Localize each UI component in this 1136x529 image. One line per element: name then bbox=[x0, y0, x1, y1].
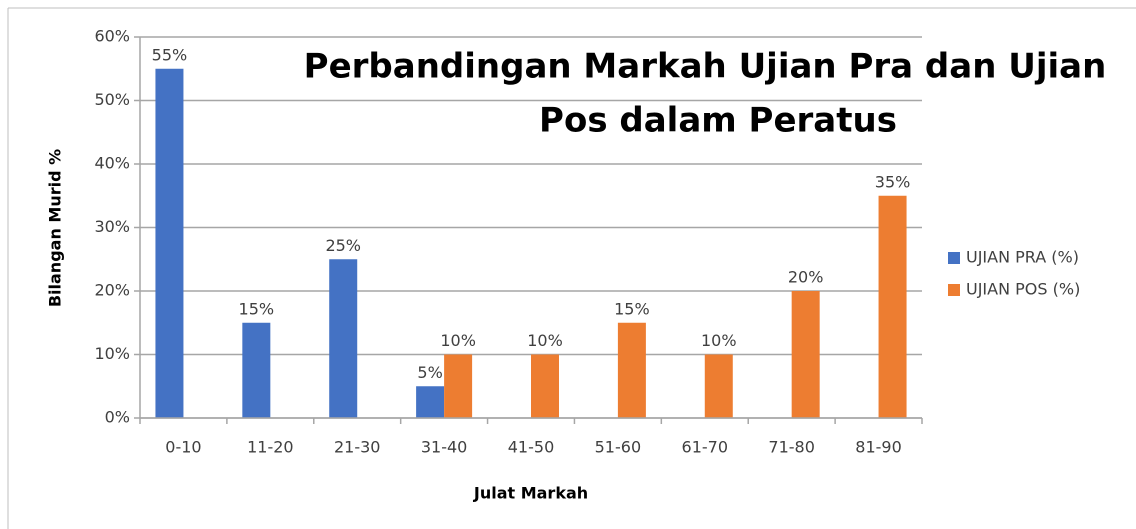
y-tick-label: 40% bbox=[94, 154, 130, 173]
data-label: 35% bbox=[875, 172, 911, 191]
bar bbox=[416, 386, 445, 418]
x-tick-label: 0-10 bbox=[165, 438, 201, 457]
bar bbox=[878, 195, 907, 418]
bar bbox=[617, 322, 646, 418]
data-label: 10% bbox=[527, 331, 563, 350]
x-tick-label: 51-60 bbox=[595, 438, 642, 457]
bar bbox=[329, 259, 358, 418]
data-label: 5% bbox=[417, 363, 442, 382]
bar bbox=[791, 291, 820, 418]
x-axis-title: Julat Markah bbox=[473, 484, 588, 503]
data-label: 55% bbox=[152, 45, 188, 64]
bar bbox=[704, 354, 733, 418]
x-tick-label: 21-30 bbox=[334, 438, 381, 457]
legend-swatch bbox=[948, 252, 960, 264]
legend-swatch bbox=[948, 284, 960, 296]
chart-title: Pos dalam Peratus bbox=[539, 101, 897, 141]
data-label: 20% bbox=[788, 268, 824, 287]
x-tick-label: 71-80 bbox=[768, 438, 815, 457]
x-tick-label: 31-40 bbox=[421, 438, 468, 457]
x-tick-label: 41-50 bbox=[508, 438, 555, 457]
y-tick-label: 50% bbox=[94, 90, 130, 109]
data-label: 10% bbox=[701, 331, 737, 350]
data-label: 25% bbox=[325, 236, 361, 255]
data-label: 15% bbox=[614, 299, 650, 318]
bar bbox=[444, 354, 473, 418]
y-axis-title: Bilangan Murid % bbox=[46, 149, 65, 307]
data-label: 10% bbox=[440, 331, 476, 350]
x-tick-label: 11-20 bbox=[247, 438, 294, 457]
x-tick-label: 61-70 bbox=[682, 438, 729, 457]
bar bbox=[531, 354, 559, 418]
bar bbox=[242, 322, 271, 418]
y-tick-label: 60% bbox=[94, 27, 130, 46]
y-tick-label: 30% bbox=[94, 217, 130, 236]
y-tick-label: 10% bbox=[94, 344, 130, 363]
legend-label: UJIAN PRA (%) bbox=[966, 248, 1079, 267]
bar bbox=[155, 68, 184, 418]
y-tick-label: 0% bbox=[105, 408, 130, 427]
data-label: 15% bbox=[239, 299, 275, 318]
legend-label: UJIAN POS (%) bbox=[966, 280, 1080, 299]
x-tick-label: 81-90 bbox=[855, 438, 902, 457]
chart-title: Perbandingan Markah Ujian Pra dan Ujian bbox=[304, 47, 1107, 87]
y-tick-label: 20% bbox=[94, 281, 130, 300]
